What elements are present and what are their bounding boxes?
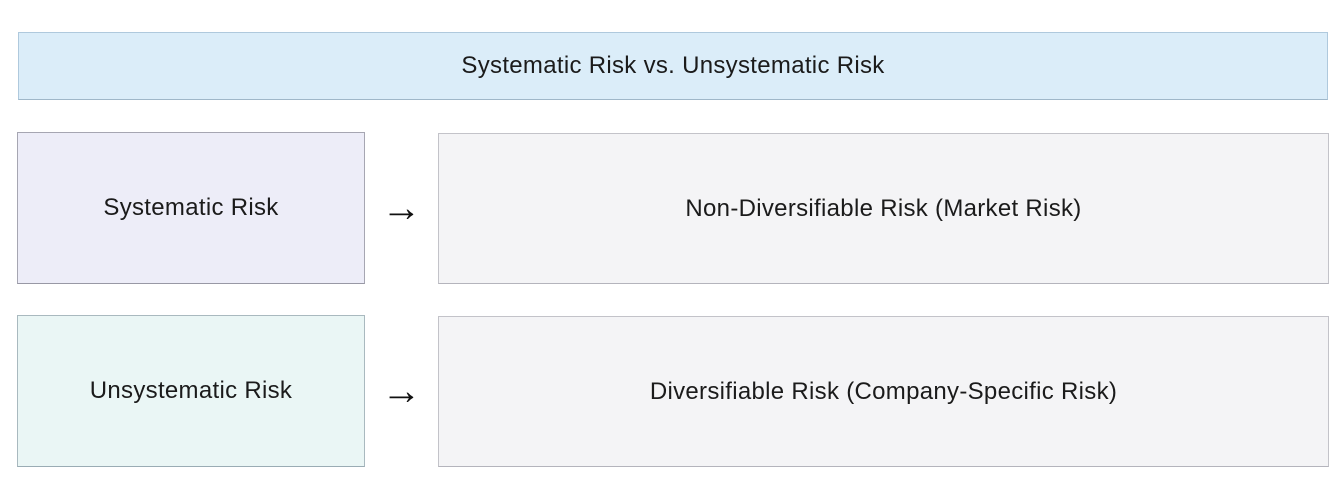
right-arrow-icon: → <box>381 369 422 413</box>
risk-description-box-systematic: Non-Diversifiable Risk (Market Risk) <box>438 133 1329 284</box>
risk-description-label: Diversifiable Risk (Company-Specific Ris… <box>649 377 1118 405</box>
risk-type-box-unsystematic: Unsystematic Risk <box>17 315 365 467</box>
risk-type-label: Systematic Risk <box>103 194 279 221</box>
risk-description-box-unsystematic: Diversifiable Risk (Company-Specific Ris… <box>438 316 1329 467</box>
right-arrow-icon: → <box>381 186 422 230</box>
risk-type-label: Unsystematic Risk <box>89 377 293 404</box>
diagram-title-bar: Systematic Risk vs. Unsystematic Risk <box>18 32 1328 100</box>
risk-type-box-systematic: Systematic Risk <box>17 132 365 284</box>
risk-description-label: Non-Diversifiable Risk (Market Risk) <box>685 194 1082 222</box>
diagram-title: Systematic Risk vs. Unsystematic Risk <box>461 52 885 79</box>
